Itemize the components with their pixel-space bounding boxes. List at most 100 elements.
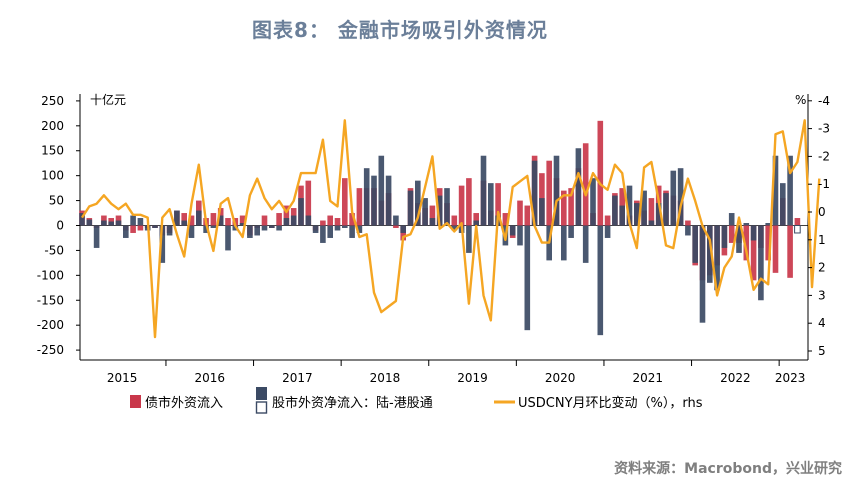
bond-bar	[495, 183, 501, 226]
stock-bar	[203, 225, 209, 233]
bond-bar	[458, 185, 465, 226]
stock-bar	[137, 218, 144, 226]
stock-bar	[159, 225, 166, 263]
bond-bar	[750, 225, 757, 281]
right-tick-label: -2	[818, 149, 830, 163]
bond-bar	[188, 215, 195, 226]
stock-bar	[539, 198, 545, 226]
bond-bar	[239, 215, 246, 226]
bond-bar	[342, 178, 348, 226]
stock-bar	[531, 160, 538, 226]
bond-bar	[210, 213, 217, 226]
stock-bar	[196, 210, 202, 226]
legend-swatch-stock-estimate	[255, 401, 268, 414]
left-tick-label: 250	[41, 94, 64, 108]
stock-bar	[597, 225, 604, 336]
stock-bar	[780, 183, 786, 226]
left-tick-label: -250	[37, 343, 64, 357]
stock-bar	[371, 175, 377, 226]
right-tick-label: -1	[818, 177, 830, 191]
x-axis: 2015 2016 2017 2018 2019 2020 2021 2022 2023	[107, 360, 805, 385]
stock-bar	[79, 213, 85, 226]
stock-bar	[590, 178, 596, 226]
stock-bar	[363, 168, 370, 226]
bond-bar	[502, 213, 509, 226]
stock-bar	[356, 225, 363, 233]
bond-bar	[320, 220, 326, 226]
stock-bar	[655, 203, 662, 226]
stock-bar	[93, 225, 100, 248]
stock-bar	[670, 170, 677, 226]
bond-bar	[225, 218, 231, 226]
stock-bar	[334, 225, 341, 231]
left-axis: 250 200 150 100 50 0 -50 -100 -150 -200 -250	[37, 94, 80, 357]
stock-bar	[553, 155, 560, 226]
stock-bar	[101, 220, 107, 226]
stock-bar	[473, 220, 479, 226]
right-tick-label: -3	[818, 122, 830, 136]
stock-bar	[188, 225, 195, 238]
stock-bar	[290, 215, 297, 226]
stock-bar	[721, 225, 728, 248]
stock-bar	[349, 225, 355, 238]
stock-bar	[568, 225, 574, 238]
stock-bar	[407, 190, 414, 226]
usdcny-line	[80, 119, 821, 339]
left-tick-label: 200	[41, 119, 64, 133]
stock-bar	[378, 155, 385, 226]
year-label: 2023	[775, 371, 806, 385]
source-note: 资料来源：Macrobond，兴业研究	[614, 461, 842, 477]
stock-bar	[772, 155, 779, 226]
stock-bar	[765, 223, 771, 226]
bond-bar	[466, 178, 472, 226]
left-tick-label: 100	[41, 169, 64, 183]
stock-bar	[261, 225, 268, 231]
bond-bar	[130, 225, 136, 233]
right-axis: -4 -3 -2 -1 0 1 2 3 4 5	[808, 94, 830, 358]
stock-bar	[612, 195, 618, 226]
year-label: 2015	[107, 371, 138, 385]
legend-swatch-stock	[256, 387, 267, 400]
stock-bar	[393, 215, 399, 226]
bond-bar	[181, 213, 187, 226]
year-label: 2018	[370, 371, 401, 385]
stock-bar	[429, 218, 436, 226]
stock-bar	[692, 225, 698, 263]
stock-bar	[225, 225, 231, 251]
stock-bar	[699, 225, 706, 323]
bond-bar	[787, 225, 793, 278]
left-tick-label: 0	[56, 219, 64, 233]
bond-bar	[604, 215, 611, 226]
bond-bar	[334, 218, 341, 226]
stock-bar	[436, 195, 443, 226]
stock-bar	[575, 148, 582, 226]
stock-bar	[422, 198, 428, 226]
bond-bar	[765, 225, 771, 261]
stock-bar	[115, 220, 122, 226]
stock-bar	[648, 220, 655, 226]
stock-bar	[385, 175, 392, 226]
bond-bar	[356, 188, 363, 226]
legend-swatch-bond	[130, 395, 141, 408]
stock-bar	[626, 185, 633, 226]
legend-label-fx: USDCNY月环比变动（%），rhs	[518, 395, 703, 411]
right-tick-label: 5	[818, 344, 826, 358]
right-tick-label: 1	[818, 233, 826, 247]
stock-bar	[254, 225, 260, 236]
bond-bar	[101, 215, 107, 226]
stock-bar	[239, 223, 246, 226]
stock-bar	[451, 225, 458, 231]
chart-title: 图表8： 金融市场吸引外资情况	[252, 18, 548, 42]
stock-bar	[86, 219, 93, 226]
stock-bar	[283, 218, 290, 226]
right-tick-label: 3	[818, 288, 826, 302]
right-tick-label: 0	[818, 205, 826, 219]
stock-bar	[466, 225, 472, 253]
bond-bar	[524, 205, 531, 226]
year-label: 2016	[194, 371, 225, 385]
bond-bar	[794, 218, 801, 226]
stock-bar	[641, 190, 647, 226]
right-tick-label: 4	[818, 316, 826, 330]
stock-bar	[276, 225, 282, 231]
stock-bar	[400, 225, 406, 233]
